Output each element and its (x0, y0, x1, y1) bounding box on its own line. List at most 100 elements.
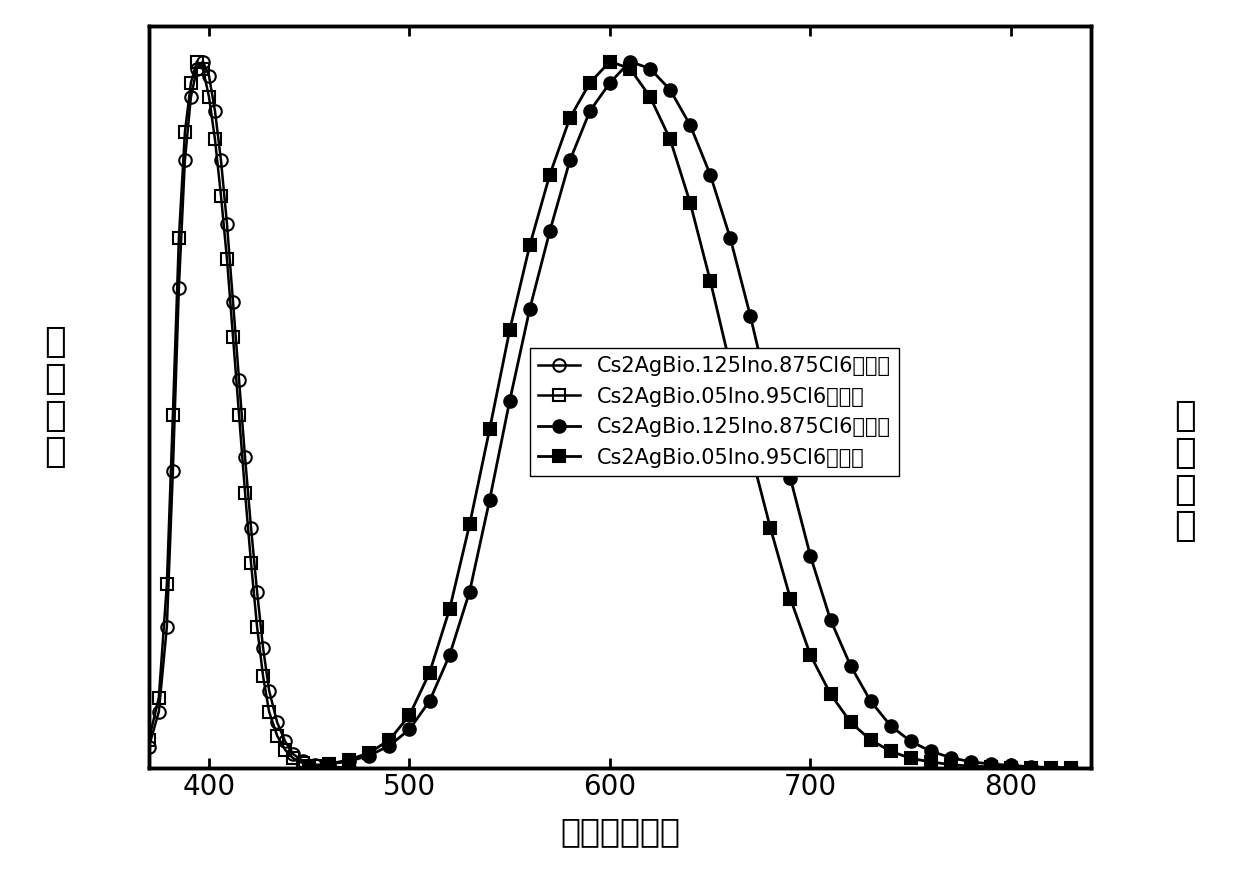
Cs2AgBio.05Ino.95Cl6的荧光 (522, 240, 537, 251)
Cs2AgBio.05Ino.95Cl6的荧光 (924, 757, 939, 767)
Cs2AgBio.125Ino.875Cl6的荧光 (422, 696, 436, 706)
Cs2AgBio.05Ino.95Cl6的荧光 (903, 753, 918, 764)
Cs2AgBio.125Ino.875Cl6的荧光 (522, 304, 537, 314)
Cs2AgBio.05Ino.95Cl6的荧光 (443, 604, 458, 615)
Cs2AgBio.125Ino.875Cl6的吸收 (213, 155, 228, 166)
Cs2AgBio.05Ino.95Cl6的吸收 (308, 761, 322, 772)
Cs2AgBio.05Ino.95Cl6的荧光 (362, 747, 377, 758)
Cs2AgBio.05Ino.95Cl6的吸收 (243, 558, 258, 568)
Cs2AgBio.125Ino.875Cl6的吸收 (322, 761, 337, 772)
Cs2AgBio.125Ino.875Cl6的荧光 (723, 233, 738, 244)
Cs2AgBio.05Ino.95Cl6的荧光 (301, 761, 316, 772)
Cs2AgBio.125Ino.875Cl6的吸收 (269, 717, 284, 727)
Text: 荧
光
强
度: 荧 光 强 度 (1174, 399, 1197, 544)
Cs2AgBio.125Ino.875Cl6的荧光 (782, 473, 797, 484)
Cs2AgBio.125Ino.875Cl6的荧光 (1064, 762, 1079, 773)
Cs2AgBio.125Ino.875Cl6的荧光 (563, 155, 578, 166)
Cs2AgBio.125Ino.875Cl6的吸收 (141, 742, 156, 753)
Cs2AgBio.125Ino.875Cl6的荧光 (804, 551, 818, 561)
Cs2AgBio.05Ino.95Cl6的荧光 (944, 760, 959, 770)
Cs2AgBio.125Ino.875Cl6的吸收 (151, 706, 166, 717)
Cs2AgBio.125Ino.875Cl6的荧光 (443, 650, 458, 660)
Cs2AgBio.125Ino.875Cl6的荧光 (903, 736, 918, 746)
Cs2AgBio.125Ino.875Cl6的荧光 (342, 756, 357, 766)
Cs2AgBio.125Ino.875Cl6的吸收 (160, 622, 175, 632)
Cs2AgBio.125Ino.875Cl6的吸收 (238, 452, 253, 463)
Cs2AgBio.05Ino.95Cl6的荧光 (342, 754, 357, 765)
Cs2AgBio.05Ino.95Cl6的荧光 (542, 169, 557, 180)
Cs2AgBio.125Ino.875Cl6的吸收 (243, 523, 258, 533)
Cs2AgBio.125Ino.875Cl6的荧光 (583, 106, 598, 116)
Cs2AgBio.125Ino.875Cl6的荧光 (883, 720, 898, 731)
Cs2AgBio.125Ino.875Cl6的荧光 (1023, 761, 1038, 772)
Cs2AgBio.05Ino.95Cl6的荧光 (502, 325, 517, 335)
Cs2AgBio.05Ino.95Cl6的吸收 (249, 622, 264, 632)
Cs2AgBio.05Ino.95Cl6的荧光 (622, 64, 637, 74)
Cs2AgBio.05Ino.95Cl6的吸收 (262, 706, 277, 717)
Cs2AgBio.125Ino.875Cl6的荧光 (542, 226, 557, 237)
Cs2AgBio.125Ino.875Cl6的吸收 (285, 749, 300, 760)
Cs2AgBio.125Ino.875Cl6的吸收 (226, 297, 241, 307)
Cs2AgBio.05Ino.95Cl6的吸收 (165, 409, 180, 420)
Cs2AgBio.05Ino.95Cl6的吸收 (219, 254, 234, 265)
Line: Cs2AgBio.125Ino.875Cl6的吸收: Cs2AgBio.125Ino.875Cl6的吸收 (143, 55, 356, 773)
Cs2AgBio.125Ino.875Cl6的荧光 (301, 761, 316, 772)
Cs2AgBio.05Ino.95Cl6的吸收 (160, 580, 175, 590)
Cs2AgBio.05Ino.95Cl6的荧光 (843, 717, 858, 727)
Cs2AgBio.125Ino.875Cl6的吸收 (249, 587, 264, 597)
Cs2AgBio.05Ino.95Cl6的吸收 (342, 762, 357, 773)
Cs2AgBio.05Ino.95Cl6的吸收 (202, 92, 217, 102)
Cs2AgBio.125Ino.875Cl6的荧光 (944, 753, 959, 763)
Cs2AgBio.05Ino.95Cl6的吸收 (171, 233, 186, 244)
Cs2AgBio.125Ino.875Cl6的吸收 (308, 760, 322, 770)
Cs2AgBio.05Ino.95Cl6的吸收 (285, 753, 300, 764)
Cs2AgBio.125Ino.875Cl6的荧光 (703, 169, 718, 180)
Cs2AgBio.05Ino.95Cl6的荧光 (583, 78, 598, 88)
Cs2AgBio.05Ino.95Cl6的吸收 (296, 758, 311, 768)
Cs2AgBio.125Ino.875Cl6的荧光 (322, 759, 337, 769)
Cs2AgBio.125Ino.875Cl6的吸收 (342, 762, 357, 773)
Cs2AgBio.05Ino.95Cl6的吸收 (278, 745, 293, 755)
Cs2AgBio.125Ino.875Cl6的荧光 (683, 120, 698, 130)
Cs2AgBio.125Ino.875Cl6的吸收 (196, 56, 211, 66)
Legend: Cs2AgBio.125Ino.875Cl6的吸收, Cs2AgBio.05Ino.95Cl6的吸收, Cs2AgBio.125Ino.875Cl6的荧光, C: Cs2AgBio.125Ino.875Cl6的吸收, Cs2AgBio.05In… (529, 348, 899, 476)
Cs2AgBio.05Ino.95Cl6的荧光 (1003, 762, 1018, 773)
Cs2AgBio.05Ino.95Cl6的荧光 (743, 445, 758, 456)
Cs2AgBio.05Ino.95Cl6的吸收 (207, 134, 222, 145)
Cs2AgBio.05Ino.95Cl6的吸收 (269, 731, 284, 741)
Cs2AgBio.05Ino.95Cl6的荧光 (823, 689, 838, 699)
X-axis label: 波长（纳米）: 波长（纳米） (560, 815, 680, 848)
Cs2AgBio.125Ino.875Cl6的吸收 (278, 736, 293, 746)
Cs2AgBio.05Ino.95Cl6的荧光 (804, 650, 818, 660)
Cs2AgBio.05Ino.95Cl6的荧光 (1023, 762, 1038, 773)
Cs2AgBio.125Ino.875Cl6的荧光 (743, 311, 758, 321)
Cs2AgBio.05Ino.95Cl6的吸收 (190, 56, 205, 66)
Cs2AgBio.125Ino.875Cl6的吸收 (296, 756, 311, 766)
Cs2AgBio.05Ino.95Cl6的吸收 (196, 64, 211, 74)
Cs2AgBio.05Ino.95Cl6的吸收 (255, 671, 270, 682)
Cs2AgBio.05Ino.95Cl6的荧光 (662, 134, 677, 145)
Cs2AgBio.125Ino.875Cl6的吸收 (177, 155, 192, 166)
Text: 吸
收
强
度: 吸 收 强 度 (43, 325, 66, 470)
Cs2AgBio.05Ino.95Cl6的吸收 (184, 78, 198, 88)
Cs2AgBio.05Ino.95Cl6的荧光 (1044, 763, 1059, 773)
Cs2AgBio.125Ino.875Cl6的吸收 (207, 106, 222, 116)
Cs2AgBio.05Ino.95Cl6的吸收 (151, 692, 166, 703)
Cs2AgBio.125Ino.875Cl6的荧光 (983, 759, 998, 769)
Cs2AgBio.05Ino.95Cl6的吸收 (226, 332, 241, 342)
Cs2AgBio.125Ino.875Cl6的荧光 (382, 740, 397, 751)
Cs2AgBio.05Ino.95Cl6的吸收 (232, 409, 247, 420)
Cs2AgBio.05Ino.95Cl6的荧光 (642, 92, 657, 102)
Cs2AgBio.125Ino.875Cl6的吸收 (202, 71, 217, 81)
Cs2AgBio.125Ino.875Cl6的荧光 (362, 750, 377, 760)
Cs2AgBio.05Ino.95Cl6的荧光 (322, 759, 337, 769)
Cs2AgBio.125Ino.875Cl6的荧光 (662, 85, 677, 95)
Cs2AgBio.05Ino.95Cl6的荧光 (402, 710, 417, 720)
Cs2AgBio.125Ino.875Cl6的荧光 (843, 661, 858, 671)
Cs2AgBio.05Ino.95Cl6的荧光 (782, 594, 797, 604)
Line: Cs2AgBio.05Ino.95Cl6的吸收: Cs2AgBio.05Ino.95Cl6的吸收 (143, 55, 356, 773)
Cs2AgBio.125Ino.875Cl6的荧光 (502, 395, 517, 406)
Cs2AgBio.05Ino.95Cl6的荧光 (703, 275, 718, 285)
Cs2AgBio.05Ino.95Cl6的荧光 (563, 113, 578, 123)
Cs2AgBio.125Ino.875Cl6的荧光 (622, 56, 637, 66)
